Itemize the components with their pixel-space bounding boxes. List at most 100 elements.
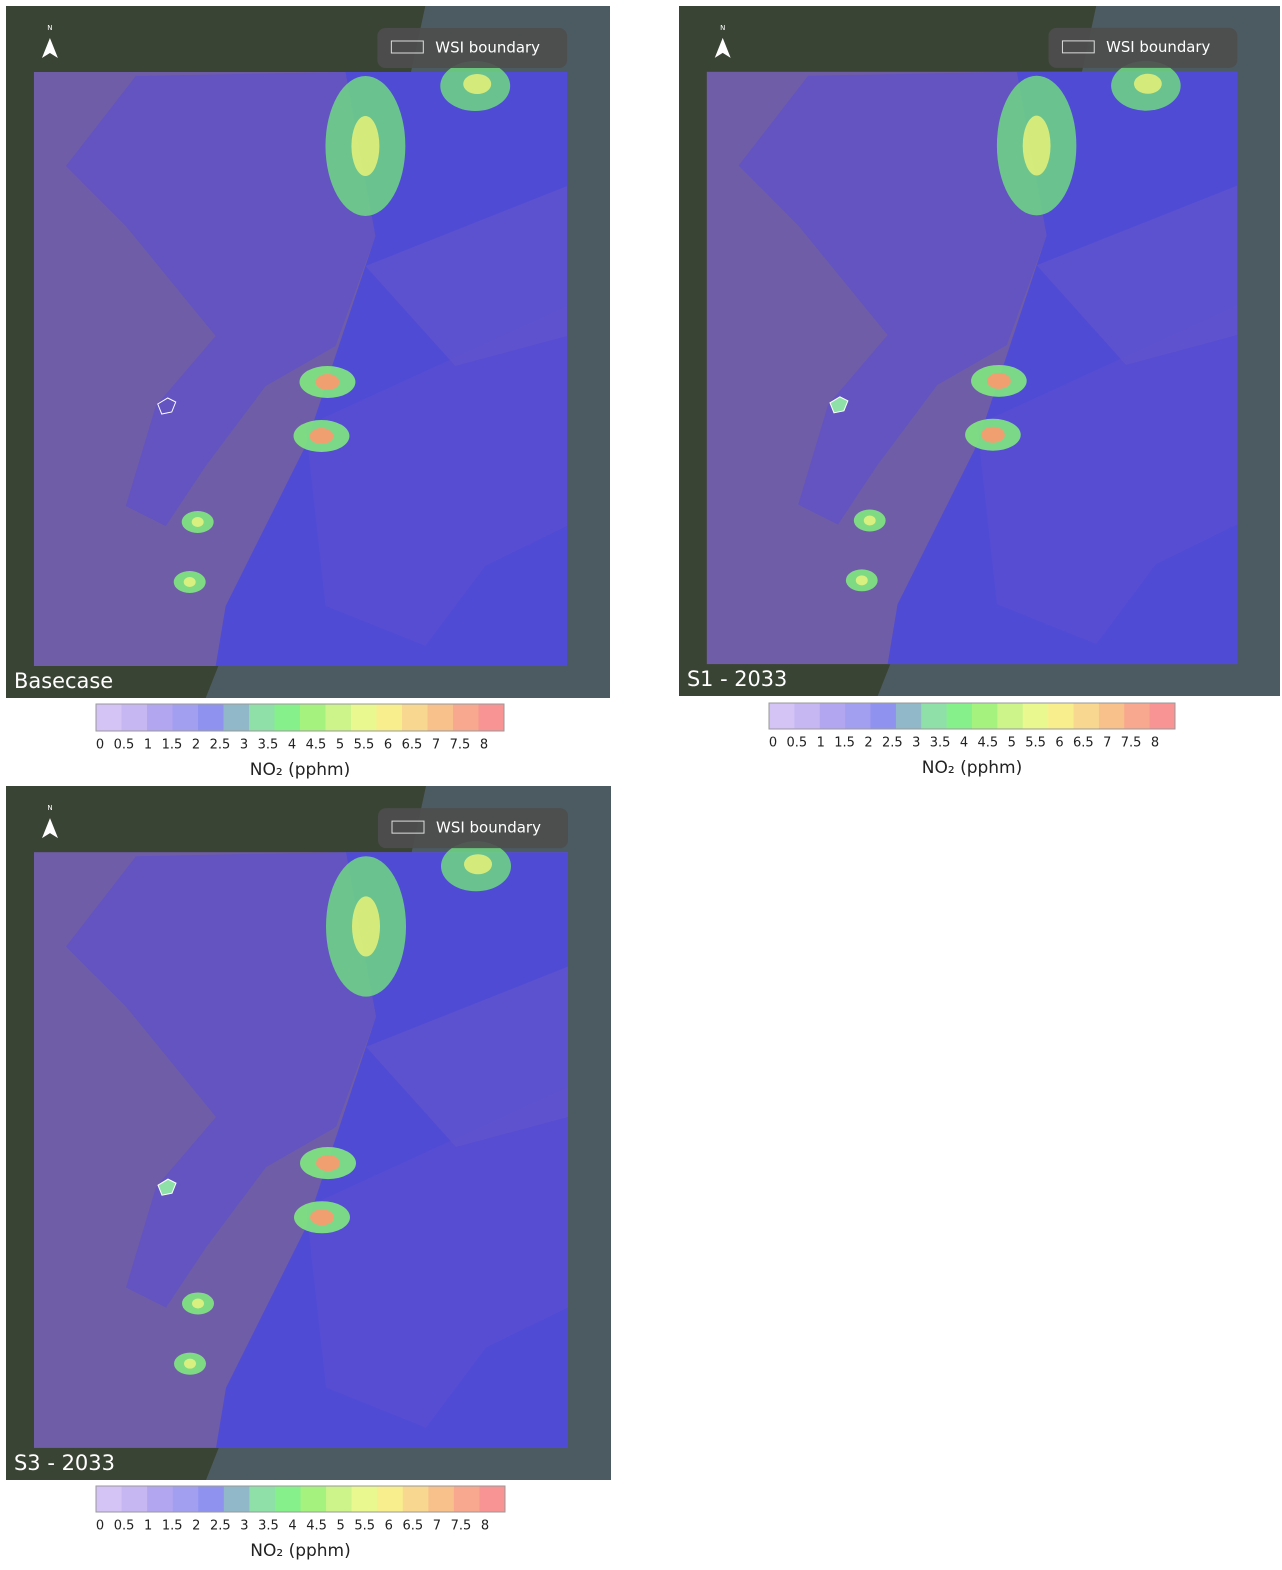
- colorbar-step: [403, 1486, 429, 1512]
- colorbar-tick-label: 3: [240, 738, 248, 753]
- north-label: N: [720, 24, 725, 32]
- colorbar-title: NO₂ (pphm): [922, 758, 1023, 778]
- colorbar-tick-label: 0.5: [114, 1519, 135, 1534]
- colorbar-tick-label: 5: [336, 738, 344, 753]
- colorbar-tick-label: 4: [960, 736, 968, 751]
- map: N WSI boundary S3 - 2033: [6, 786, 611, 1480]
- hotspot-core: [864, 516, 876, 526]
- colorbar-step: [198, 1486, 224, 1512]
- colorbar-tick-label: 5.5: [1025, 736, 1046, 751]
- colorbar-step: [794, 703, 820, 729]
- colorbar-step: [402, 704, 428, 731]
- colorbar-tick-label: 7.5: [1121, 736, 1142, 751]
- colorbar-step: [1048, 703, 1074, 729]
- high-core: [1134, 74, 1162, 94]
- high-core: [351, 116, 379, 176]
- colorbar-step: [275, 704, 301, 731]
- colorbar-step: [301, 1486, 327, 1512]
- colorbar-step: [352, 1486, 378, 1512]
- colorbar-tick-label: 7: [432, 738, 440, 753]
- colorbar-step: [96, 704, 122, 731]
- hotspot-core: [310, 1209, 334, 1225]
- hotspot-core: [184, 1359, 196, 1369]
- colorbar-step: [453, 704, 479, 731]
- colorbar-tick-label: 4.5: [306, 1519, 327, 1534]
- colorbar-tick-label: 6: [384, 738, 392, 753]
- colorbar-step: [871, 703, 897, 729]
- colorbar-step: [845, 703, 871, 729]
- colorbar-tick-label: 7.5: [450, 738, 471, 753]
- map: N WSI boundary Basecase: [6, 6, 610, 698]
- colorbar-tick-label: 2.5: [882, 736, 903, 751]
- legend-label: WSI boundary: [436, 819, 541, 837]
- colorbar-tick-label: 7: [1103, 736, 1111, 751]
- colorbar-tick-label: 6.5: [402, 738, 423, 753]
- colorbar-tick-label: 8: [481, 1519, 489, 1534]
- colorbar-step: [947, 703, 973, 729]
- legend-label: WSI boundary: [1106, 38, 1210, 56]
- colorbar-step: [249, 704, 275, 731]
- colorbar-step: [972, 703, 998, 729]
- colorbar-step: [428, 1486, 454, 1512]
- colorbar-tick-label: 7: [433, 1519, 441, 1534]
- colorbar-step: [820, 703, 846, 729]
- colorbar-tick-label: 4.5: [306, 738, 327, 753]
- colorbar-tick-label: 4: [288, 738, 296, 753]
- colorbar-tick-label: 0: [96, 1519, 104, 1534]
- hotspot-core: [184, 577, 196, 587]
- colorbar-tick-label: 8: [480, 738, 488, 753]
- colorbar-step: [377, 1486, 403, 1512]
- colorbar-tick-label: 1: [144, 738, 152, 753]
- colorbar-tick-label: 6: [1055, 736, 1063, 751]
- colorbar-step: [198, 704, 224, 731]
- north-label: N: [47, 803, 52, 812]
- colorbar-tick-label: 2: [192, 1519, 200, 1534]
- colorbar-step: [173, 704, 199, 731]
- colorbar-tick-label: 6: [385, 1519, 393, 1534]
- colorbar-step: [224, 704, 250, 731]
- colorbar-tick-label: 1: [817, 736, 825, 751]
- panel-label: S1 - 2033: [687, 667, 787, 691]
- colorbar-tick-label: 5.5: [354, 1519, 375, 1534]
- north-label: N: [47, 24, 52, 32]
- colorbar-step: [454, 1486, 480, 1512]
- colorbar-step: [479, 1486, 505, 1512]
- colorbar-tick-label: 2: [192, 738, 200, 753]
- colorbar-tick-label: 2: [864, 736, 872, 751]
- colorbar-step: [769, 703, 795, 729]
- colorbar-step: [1074, 703, 1100, 729]
- panel-label: Basecase: [14, 669, 113, 693]
- colorbar-title: NO₂ (pphm): [250, 760, 351, 780]
- hotspot-core: [316, 1155, 340, 1171]
- colorbar-tick-label: 7.5: [451, 1519, 472, 1534]
- colorbar-step: [997, 703, 1023, 729]
- hotspot-core: [315, 374, 339, 390]
- colorbar-tick-label: 1.5: [834, 736, 855, 751]
- colorbar-step: [173, 1486, 199, 1512]
- colorbar-step: [96, 1486, 122, 1512]
- colorbar-step: [479, 704, 505, 731]
- colorbar-tick-label: 2.5: [210, 1519, 231, 1534]
- colorbar-tick-label: 1.5: [162, 738, 183, 753]
- colorbar-tick-label: 1: [144, 1519, 152, 1534]
- colorbar-title: NO₂ (pphm): [250, 1541, 351, 1561]
- legend-label: WSI boundary: [435, 38, 540, 56]
- colorbar-step: [122, 1486, 148, 1512]
- colorbar-step: [147, 1486, 173, 1512]
- colorbar-step: [224, 1486, 250, 1512]
- colorbar-step: [1124, 703, 1150, 729]
- colorbar-tick-label: 0: [769, 736, 777, 751]
- figure: N WSI boundary Basecase 0 0.5 1 1.5 2 2.5 3 3.5 4 4.…: [0, 0, 1282, 1566]
- colorbar-step: [1023, 703, 1049, 729]
- colorbar-step: [122, 704, 148, 731]
- colorbar-tick-label: 3.5: [258, 738, 279, 753]
- colorbar-step: [428, 704, 454, 731]
- colorbar-tick-label: 5: [1008, 736, 1016, 751]
- colorbar-tick-label: 3: [912, 736, 920, 751]
- panel-label: S3 - 2033: [14, 1450, 115, 1475]
- map: N WSI boundary S1 - 2033: [679, 6, 1280, 696]
- colorbar-tick-label: 3.5: [258, 1519, 279, 1534]
- colorbar-tick-label: 6.5: [1073, 736, 1094, 751]
- colorbar-step: [1099, 703, 1125, 729]
